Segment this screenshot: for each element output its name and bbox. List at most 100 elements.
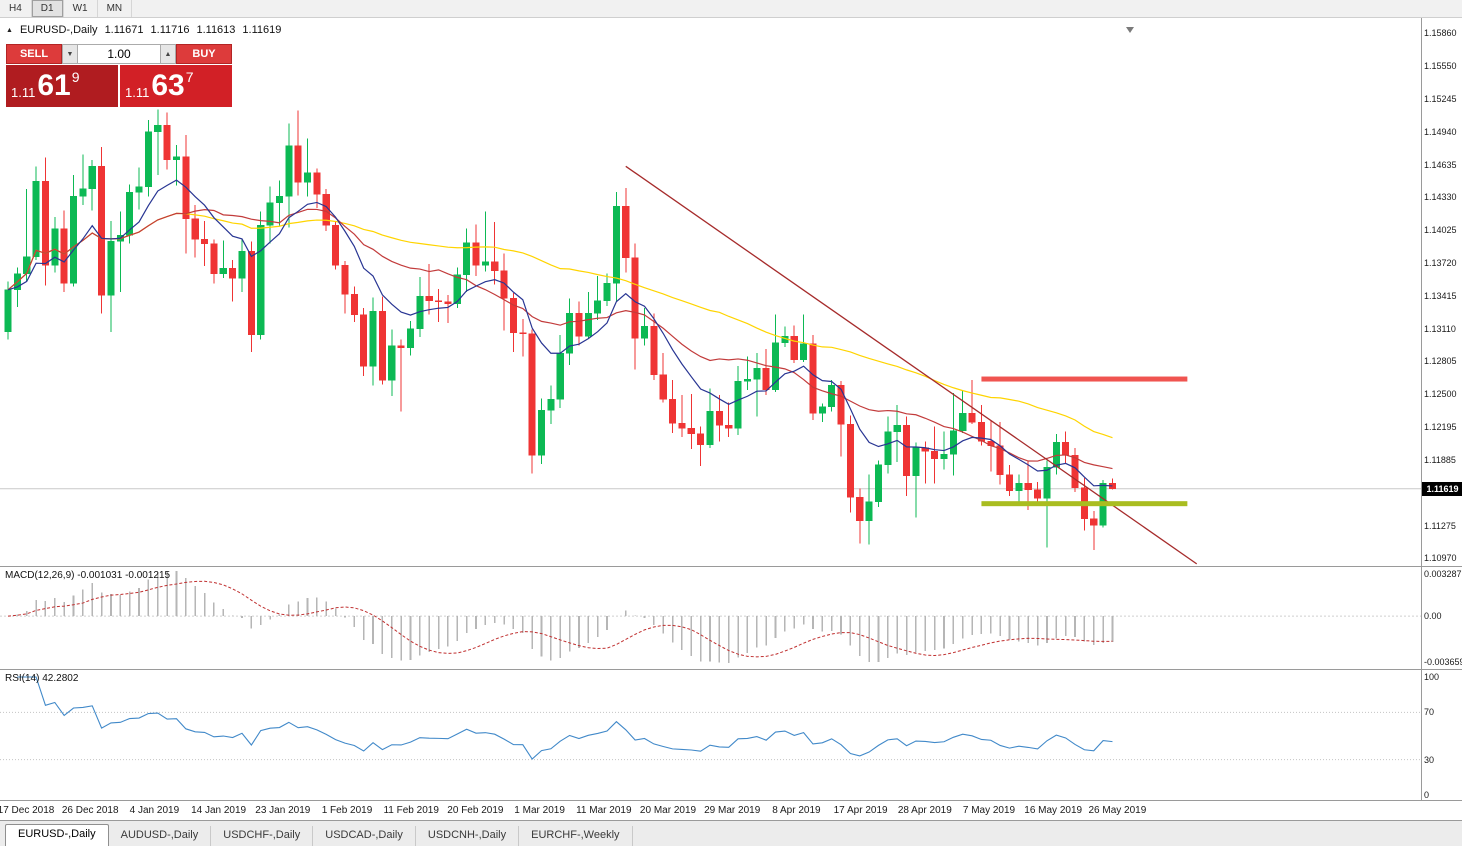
buy-price-big: 63 bbox=[151, 69, 185, 102]
candle bbox=[650, 313, 658, 381]
candle bbox=[154, 109, 162, 175]
price-axis-label: 1.11885 bbox=[1424, 455, 1456, 466]
sell-price-big: 61 bbox=[37, 69, 71, 102]
rsi-axis-label: 70 bbox=[1424, 707, 1435, 718]
price-axis-label: 1.11275 bbox=[1424, 520, 1456, 531]
candle bbox=[1052, 433, 1060, 475]
candle bbox=[725, 402, 733, 438]
buy-price-prefix: 1.11 bbox=[125, 85, 150, 100]
chart-tab-usdcnh-daily[interactable]: USDCNH-,Daily bbox=[416, 826, 520, 846]
candle bbox=[837, 381, 845, 457]
date-label: 14 Jan 2019 bbox=[191, 805, 247, 816]
chart-tab-eurusd-daily[interactable]: EURUSD-,Daily bbox=[5, 824, 109, 846]
candle bbox=[959, 389, 967, 433]
ohlc-low: 1.11613 bbox=[196, 24, 236, 36]
candle bbox=[566, 298, 574, 366]
candle bbox=[912, 442, 920, 518]
candle bbox=[790, 325, 798, 363]
descending-trendline[interactable] bbox=[625, 165, 1198, 565]
price-axis-label: 1.12805 bbox=[1424, 356, 1457, 367]
price-chart-pane[interactable]: ▲ EURUSD-,Daily 1.11671 1.11716 1.11613 … bbox=[0, 18, 1421, 566]
chart-tab-eurchf-weekly[interactable]: EURCHF-,Weekly bbox=[519, 826, 633, 846]
chart-plot-column: ▲ EURUSD-,Daily 1.11671 1.11716 1.11613 … bbox=[0, 18, 1421, 800]
price-axis[interactable]: 1.15860 1.15550 1.15245 1.14940 1.14635 1.143… bbox=[1421, 18, 1462, 800]
candle bbox=[247, 241, 255, 353]
candle bbox=[706, 388, 714, 448]
current-price-tag: 1.11619 bbox=[1422, 481, 1462, 496]
one-click-trade-panel: SELL ▼ 1.00 ▲ BUY 1.11 61 9 1.11 63 7 bbox=[6, 44, 232, 107]
price-axis-label: 1.13415 bbox=[1424, 290, 1457, 301]
candle bbox=[416, 276, 424, 338]
candle bbox=[846, 415, 854, 513]
ohlc-high: 1.11716 bbox=[150, 24, 190, 36]
candle bbox=[762, 348, 770, 396]
rsi-line bbox=[17, 676, 1113, 760]
candle bbox=[388, 329, 396, 397]
ma-fast-line bbox=[7, 179, 1113, 487]
candle bbox=[556, 334, 564, 409]
timeframe-button-w1[interactable]: W1 bbox=[64, 0, 98, 17]
resistance-level-line[interactable] bbox=[981, 376, 1188, 382]
candle bbox=[435, 288, 443, 323]
candle bbox=[612, 192, 620, 302]
candle bbox=[257, 211, 265, 340]
rsi-pane[interactable]: RSI(14) 42.2802 bbox=[0, 669, 1421, 800]
candle bbox=[697, 426, 705, 467]
collapse-triangle-icon[interactable]: ▲ bbox=[6, 26, 13, 34]
candle bbox=[996, 422, 1004, 485]
chart-tab-audusd-daily[interactable]: AUDUSD-,Daily bbox=[109, 826, 212, 846]
sell-button[interactable]: SELL bbox=[6, 44, 62, 64]
candle bbox=[481, 211, 489, 272]
chart-tab-usdcad-daily[interactable]: USDCAD-,Daily bbox=[313, 826, 416, 846]
date-label: 1 Mar 2019 bbox=[514, 805, 565, 816]
candle bbox=[715, 395, 723, 442]
rsi-axis-label: 30 bbox=[1424, 754, 1435, 765]
candle bbox=[491, 222, 499, 285]
date-label: 17 Apr 2019 bbox=[833, 805, 888, 816]
candle bbox=[41, 157, 49, 286]
sell-price-prefix: 1.11 bbox=[11, 85, 36, 100]
volume-decrease-button[interactable]: ▼ bbox=[62, 44, 77, 64]
timeframe-button-h4[interactable]: H4 bbox=[0, 0, 32, 17]
candle bbox=[88, 159, 96, 211]
candle bbox=[977, 404, 985, 446]
support-level-line[interactable] bbox=[981, 501, 1188, 507]
chart-tab-usdchf-daily[interactable]: USDCHF-,Daily bbox=[211, 826, 314, 846]
candle bbox=[98, 146, 106, 314]
candle bbox=[547, 385, 555, 425]
candle bbox=[210, 239, 218, 284]
macd-axis-zero: 0.00 bbox=[1424, 611, 1442, 622]
candle bbox=[594, 275, 602, 320]
sell-price-display[interactable]: 1.11 61 9 bbox=[6, 65, 118, 107]
candle bbox=[893, 404, 901, 462]
candle bbox=[809, 334, 817, 420]
candle bbox=[659, 353, 667, 403]
candle bbox=[303, 138, 312, 197]
candle bbox=[753, 353, 761, 417]
macd-label: MACD(12,26,9) -0.001031 -0.001215 bbox=[5, 570, 171, 581]
date-label: 1 Feb 2019 bbox=[321, 805, 373, 816]
timeframe-button-d1[interactable]: D1 bbox=[31, 0, 64, 17]
ma-mid-line bbox=[7, 208, 1113, 470]
candle bbox=[191, 204, 199, 258]
chart-shift-marker-icon[interactable] bbox=[1126, 27, 1134, 33]
timeframe-button-mn[interactable]: MN bbox=[98, 0, 133, 17]
candle bbox=[4, 281, 12, 340]
candle bbox=[500, 253, 508, 331]
candle bbox=[360, 308, 368, 376]
candle bbox=[743, 356, 751, 390]
rsi-axis-label: 100 bbox=[1424, 672, 1440, 682]
volume-input[interactable]: 1.00 bbox=[77, 44, 161, 64]
volume-increase-button[interactable]: ▲ bbox=[161, 44, 176, 64]
buy-price-display[interactable]: 1.11 63 7 bbox=[120, 65, 232, 107]
date-label: 17 Dec 2018 bbox=[0, 805, 55, 816]
buy-button[interactable]: BUY bbox=[176, 44, 232, 64]
candles-layer bbox=[4, 109, 1117, 550]
macd-pane[interactable]: MACD(12,26,9) -0.001031 -0.001215 bbox=[0, 566, 1421, 669]
candle bbox=[669, 380, 677, 433]
time-axis[interactable]: 17 Dec 2018 26 Dec 2018 4 Jan 2019 14 Jan 2… bbox=[0, 800, 1462, 820]
price-axis-label: 1.14940 bbox=[1424, 126, 1457, 137]
candle bbox=[1108, 478, 1117, 490]
candle bbox=[369, 297, 377, 386]
candle bbox=[1090, 511, 1098, 550]
